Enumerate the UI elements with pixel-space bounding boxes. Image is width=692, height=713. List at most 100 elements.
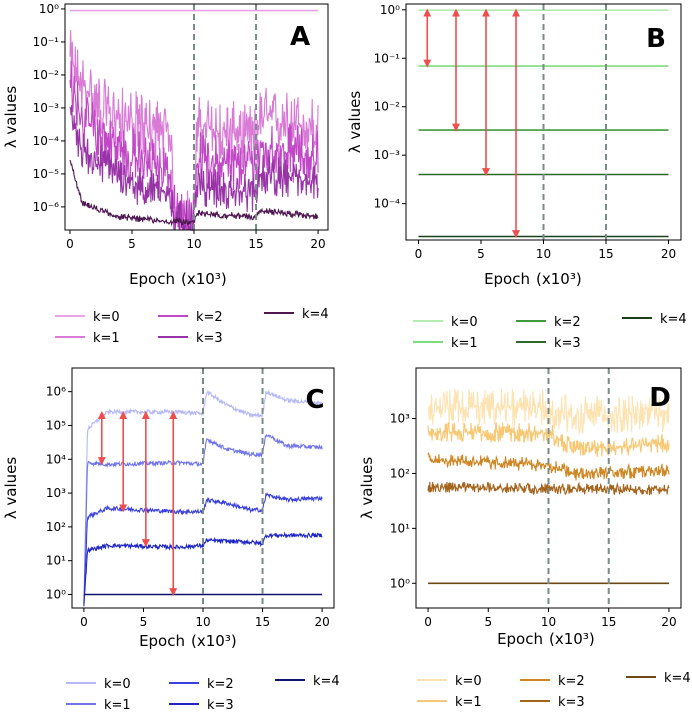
legend-label: k=0 [93,310,120,325]
legend-label: k=3 [196,331,223,346]
legend-label: k=3 [554,336,581,351]
panel-c-ytick-label: 10⁶ [46,385,66,399]
panel-d-ylabel: λ values [358,457,376,520]
panel-a-xunit: (x10³) [181,270,227,288]
panel-c-ytick-label: 10⁰ [46,587,66,601]
panel-b-xtick-label: 20 [661,247,676,261]
panel-b-plot: 0 5 10 15 20 10⁰ 10⁻¹ 10⁻² 10⁻³ 10⁻⁴ [374,3,677,261]
panel-d-axes-frame [415,367,682,609]
legend-label: k=4 [664,671,691,686]
panel-d-xtick-label: 0 [424,615,432,629]
panel-b-xtick-label: 5 [477,247,485,261]
panel-d-legend: k=0 k=1 k=2 k=3 k=4 [417,671,691,710]
panel-b-ytick-label: 10⁻⁴ [374,197,401,211]
panel-d-plot: 0 5 10 15 20 10³ 10² 10¹ 10⁰ [390,368,677,629]
panel-a: 0 5 10 15 20 10⁰ 10⁻¹ 10⁻² 10⁻³ 10⁻⁴ 10⁻⁵ 10⁻⁶ A λ … [2,2,329,288]
panel-a-axes-frame [64,3,329,231]
panel-a-plot: 0 5 10 15 20 10⁰ 10⁻¹ 10⁻² 10⁻³ 10⁻⁴ 10⁻⁵ 10⁻⁶ [33,2,326,251]
panel-d: 0 5 10 15 20 10³ 10² 10¹ 10⁰ D λ values Epoch (x… [358,367,682,648]
legend-label: k=3 [558,695,585,710]
panel-b-ytick-label: 10⁻³ [374,148,401,162]
panel-b-letter: B [646,24,666,54]
legend-label: k=1 [93,331,120,346]
panel-c-ytick-label: 10³ [46,486,66,500]
panel-d-xunit: (x10³) [549,630,595,648]
panel-a-ytick-label: 10⁻¹ [33,35,60,49]
panel-c-axes-frame [71,367,335,609]
panel-b-xtick-label: 15 [598,247,613,261]
panel-a-ytick-label: 10⁰ [39,2,59,16]
panel-b-legend: k=0 k=1 k=2 k=3 k=4 [413,312,687,351]
legend-label: k=2 [196,310,223,325]
panel-a-xtick-label: 10 [186,237,201,251]
panel-a-letter: A [290,22,310,52]
panel-c-xtick-label: 0 [80,615,88,629]
panel-c-xtick-label: 10 [195,615,210,629]
panel-d-xlabel: Epoch [497,630,543,648]
panel-c-xlabel: Epoch [139,632,185,650]
panel-a-xtick-label: 20 [310,237,325,251]
panel-d-xtick-label: 15 [601,615,616,629]
panel-c-ylabel: λ values [2,457,20,520]
legend-label: k=2 [554,315,581,330]
panel-b-axes-frame [405,3,682,241]
panel-d-xtick-label: 10 [541,615,556,629]
panel-a-xtick-label: 5 [128,237,136,251]
panel-b-xlabel: Epoch [484,270,530,288]
panel-d-ytick-label: 10¹ [390,521,410,535]
panel-b-ytick-label: 10⁻² [374,100,401,114]
panel-a-ytick-label: 10⁻⁴ [33,134,60,148]
legend-label: k=3 [207,698,234,713]
panel-b-ytick-label: 10⁰ [380,3,400,17]
legend-label: k=1 [451,336,478,351]
panel-c-xtick-label: 5 [140,615,148,629]
legend-label: k=0 [455,674,482,689]
legend-label: k=2 [207,677,234,692]
legend-label: k=0 [451,315,478,330]
panel-b: 0 5 10 15 20 10⁰ 10⁻¹ 10⁻² 10⁻³ 10⁻⁴ B λ values E… [346,3,682,288]
panel-a-ytick-label: 10⁻⁶ [33,200,60,214]
panel-c-letter: C [305,385,324,415]
legend-label: k=1 [104,698,131,713]
panel-c-plot: 0 5 10 15 20 10⁶ 10⁵ 10⁴ 10³ 10² 10¹ 10⁰ [46,368,330,629]
legend-label: k=0 [104,677,131,692]
panel-d-series-k0 [427,388,670,434]
panel-d-letter: D [649,383,671,413]
panel-a-xlabel: Epoch [129,270,175,288]
panel-b-xtick-label: 10 [536,247,551,261]
panel-d-xtick-label: 20 [661,615,676,629]
panel-b-ylabel: λ values [346,91,364,154]
panel-d-ytick-label: 10³ [390,412,410,426]
panel-d-ytick-label: 10⁰ [390,576,410,590]
legend-label: k=4 [313,674,340,689]
panel-b-ytick-label: 10⁻¹ [374,51,401,65]
panel-a-xtick-label: 0 [66,237,74,251]
panel-c-ytick-label: 10¹ [46,554,66,568]
panel-c-xtick-label: 15 [255,615,270,629]
legend-label: k=2 [558,674,585,689]
panel-c-ytick-label: 10⁴ [46,452,66,466]
panel-a-xtick-label: 15 [248,237,263,251]
panel-a-series-k3 [69,104,319,231]
panel-b-xunit: (x10³) [536,270,582,288]
panel-d-series-k2 [427,452,670,481]
panel-c-series-k3 [83,531,323,607]
panel-a-ytick-label: 10⁻³ [33,101,60,115]
panel-d-ytick-label: 10² [390,466,410,480]
panel-b-xtick-label: 0 [415,247,423,261]
panel-c-ytick-label: 10⁵ [46,418,66,432]
panel-a-series-k4 [69,159,319,227]
panel-a-ytick-label: 10⁻² [33,68,60,82]
panel-c: 0 5 10 15 20 10⁶ 10⁵ 10⁴ 10³ 10² 10¹ 10⁰ C λ values… [2,367,335,650]
panel-c-ytick-label: 10² [46,520,66,534]
panel-a-legend: k=0 k=1 k=2 k=3 k=4 [55,307,329,346]
panel-c-xtick-label: 20 [314,615,329,629]
panel-d-series-k1 [427,421,670,458]
panel-a-series-k1 [69,30,319,232]
legend-label: k=4 [302,307,329,322]
panel-c-legend: k=0 k=1 k=2 k=3 k=4 [66,674,340,713]
legend-label: k=1 [455,695,482,710]
panel-a-ylabel: λ values [2,86,20,149]
legend-label: k=4 [660,312,687,327]
